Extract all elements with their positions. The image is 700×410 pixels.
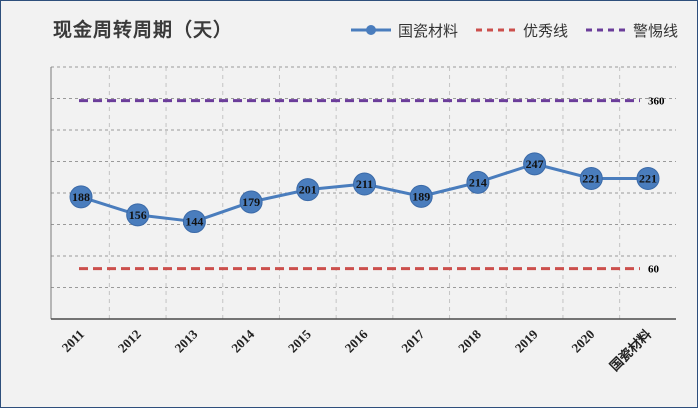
- data-label: 221: [582, 171, 600, 185]
- data-point: [409, 184, 433, 208]
- data-point: [466, 170, 490, 194]
- legend-label-series-0: 国瓷材料: [398, 21, 459, 40]
- data-label: 179: [242, 195, 260, 209]
- x-tick-label: 2014: [228, 326, 257, 355]
- reference-line-label-2: 360: [648, 96, 665, 108]
- data-point: [296, 178, 320, 202]
- data-point: [353, 172, 376, 196]
- x-tick-label: 2020: [568, 327, 597, 356]
- x-tick-label: 2017: [398, 326, 427, 355]
- data-label: 214: [469, 175, 487, 189]
- data-point: [239, 190, 263, 214]
- data-point: [69, 185, 93, 209]
- legend-item-series-1: 优秀线: [474, 20, 568, 41]
- data-point: [523, 152, 547, 176]
- x-tick-label: 2019: [512, 326, 541, 355]
- x-tick-label: 2013: [172, 326, 201, 355]
- x-tick-label: 2012: [115, 327, 144, 356]
- data-label: 247: [526, 157, 544, 171]
- data-point: [126, 203, 150, 227]
- legend-label-series-1: 优秀线: [523, 21, 569, 40]
- data-label: 201: [299, 183, 317, 197]
- data-label: 221: [639, 171, 657, 185]
- legend-item-series-2: 警惕线: [584, 20, 678, 41]
- data-point: [636, 166, 660, 190]
- data-label: 189: [412, 189, 430, 203]
- reference-line-label-1: 60: [648, 264, 660, 276]
- x-tick-label: 2015: [285, 326, 314, 355]
- legend-item-series-0: 国瓷材料: [349, 20, 458, 41]
- chart-title: 现金周转周期（天）: [53, 19, 234, 41]
- x-tick-label: 2011: [59, 327, 87, 355]
- x-tick-label: 2016: [342, 326, 371, 355]
- data-label: 211: [356, 177, 373, 191]
- data-label: 156: [129, 208, 147, 222]
- legend-label-series-2: 警惕线: [633, 21, 679, 40]
- legend-swatch-series-0: [349, 23, 393, 37]
- x-tick-label: 国瓷材料: [607, 327, 654, 374]
- data-point: [579, 166, 603, 190]
- data-point: [182, 210, 206, 234]
- x-tick-label: 2018: [455, 326, 484, 355]
- data-label: 188: [72, 190, 90, 204]
- legend-swatch-series-2: [584, 23, 628, 37]
- data-label: 144: [185, 215, 203, 229]
- legend-swatch-series-1: [474, 23, 518, 37]
- chart-legend: 国瓷材料 优秀线 警惕线: [349, 17, 678, 43]
